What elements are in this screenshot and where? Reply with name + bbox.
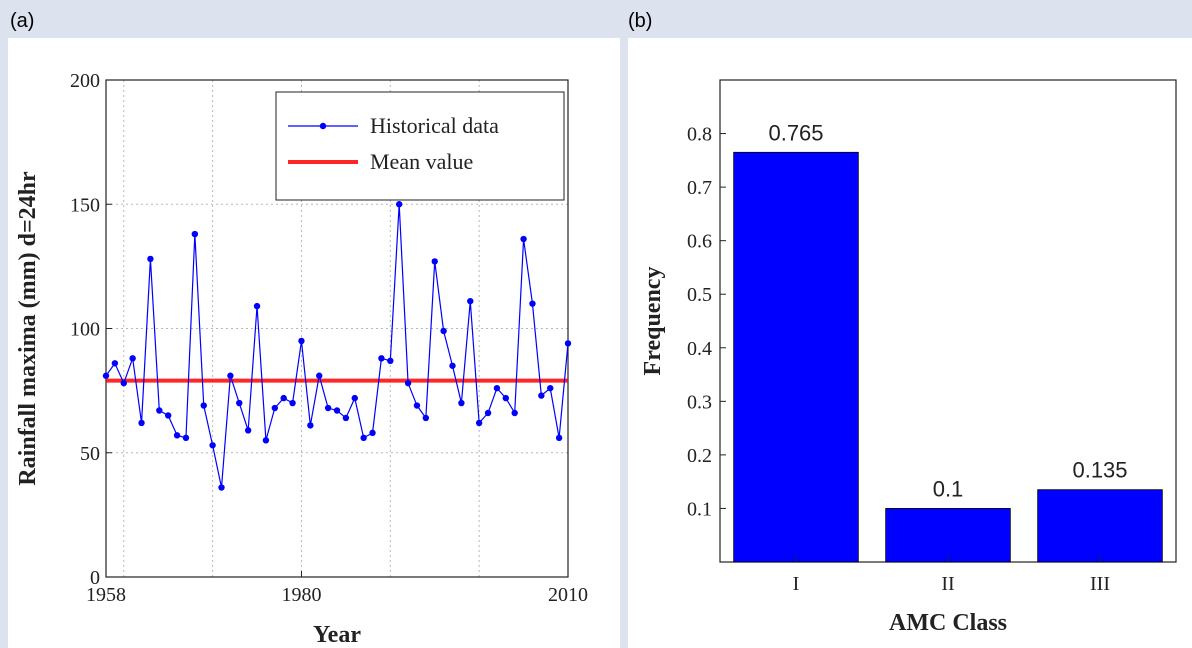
data-point [156, 407, 163, 414]
bar-value-label: 0.135 [1072, 458, 1127, 483]
data-point [449, 362, 456, 369]
data-point [502, 394, 510, 402]
rainfall-line-chart: 0 50 100 150 200 1958 1980 2010 Year Rainfall max… [15, 70, 588, 648]
data-point [164, 412, 172, 419]
data-point [253, 302, 261, 310]
data-point [555, 434, 563, 442]
data-point [262, 437, 270, 444]
series-line-historical-data [105, 204, 569, 488]
bar-value-label: 0.1 [933, 476, 964, 501]
bar-value-label: 0.765 [768, 120, 823, 145]
y-tick-label: 0.6 [687, 231, 712, 253]
data-point [378, 355, 385, 362]
bar-II [885, 508, 1011, 563]
data-point [298, 337, 305, 345]
data-point [307, 422, 314, 429]
legend-label-historical-data: Historical data [370, 113, 499, 138]
x-axis-title: Year [313, 622, 361, 648]
data-point [395, 201, 403, 208]
data-point [147, 255, 154, 263]
y-tick-label: 0 [90, 567, 100, 589]
y-axis-title: Frequency [640, 267, 666, 376]
data-point [271, 404, 279, 412]
y-tick-label: 0.7 [687, 177, 712, 199]
x-tick-label: 1980 [281, 584, 321, 606]
data-point [467, 297, 474, 305]
y-axis-title: Rainfall maxima (mm) d=24hr [15, 171, 41, 486]
panel-b: 0.1 0.2 0.3 0.4 0.5 0.6 0.7 0.8 0.765 I 0.1 II 0.135… [628, 38, 1192, 648]
data-point [324, 404, 332, 412]
panel-b-label: (b) [628, 10, 653, 32]
data-point [547, 384, 554, 392]
legend: Historical data Mean value [275, 91, 565, 201]
y-tick-label: 0.2 [687, 445, 712, 467]
data-point [218, 484, 225, 491]
data-point [120, 379, 127, 387]
data-point [511, 409, 518, 417]
data-point [244, 427, 252, 434]
data-point [520, 235, 527, 243]
y-tick-label: 0.1 [687, 498, 712, 520]
panel-a: 0 50 100 150 200 1958 1980 2010 Year Rainfall max… [8, 38, 620, 648]
y-tick-label: 0.5 [687, 284, 712, 306]
bar-III [1037, 489, 1163, 563]
data-point [493, 384, 501, 392]
x-axis-title: AMC Class [889, 610, 1007, 636]
data-point [351, 394, 358, 402]
x-tick-label: 2010 [548, 584, 588, 606]
legend-marker-historical-data [319, 122, 327, 130]
x-tick-label: I [793, 573, 800, 595]
data-point [236, 399, 243, 407]
data-point [387, 357, 394, 365]
data-point [182, 434, 190, 442]
y-tick-label: 0.4 [687, 338, 712, 360]
y-tick-label: 150 [70, 194, 100, 216]
data-point [191, 230, 199, 238]
data-point [422, 414, 430, 422]
data-point [360, 434, 367, 442]
data-point [102, 372, 110, 379]
data-point [200, 402, 207, 409]
data-point [404, 379, 412, 387]
data-point [227, 372, 234, 379]
legend-box [275, 91, 565, 201]
data-point [564, 340, 572, 347]
y-tick-label: 0.8 [687, 124, 712, 146]
data-point [138, 419, 145, 427]
data-point [173, 432, 181, 439]
panel-a-label: (a) [10, 10, 35, 32]
data-point [475, 419, 483, 427]
amc-bar-chart: 0.1 0.2 0.3 0.4 0.5 0.6 0.7 0.8 0.765 I 0.1 II 0.135… [640, 79, 1177, 636]
x-tick-label: II [941, 573, 954, 595]
data-point [342, 414, 350, 422]
x-tick-label: 1958 [86, 584, 126, 606]
data-point [529, 300, 536, 307]
data-point [333, 407, 341, 414]
data-point [538, 392, 545, 399]
data-point [289, 399, 296, 407]
y-tick-label: 200 [70, 70, 100, 92]
y-tick-label: 50 [80, 443, 100, 465]
y-tick-label: 100 [70, 319, 100, 341]
data-point [129, 355, 136, 362]
data-point [458, 399, 465, 407]
data-point [413, 402, 421, 409]
data-point [484, 409, 492, 417]
bar-I [733, 151, 859, 563]
data-point [431, 258, 438, 265]
data-point [209, 442, 216, 449]
data-point [280, 394, 287, 402]
legend-label-mean-value: Mean value [370, 149, 473, 174]
y-tick-label: 0.3 [687, 391, 712, 413]
data-point [440, 327, 447, 335]
x-tick-label: III [1090, 573, 1110, 595]
data-point [369, 429, 376, 437]
data-point [316, 372, 323, 379]
data-point [111, 360, 119, 367]
